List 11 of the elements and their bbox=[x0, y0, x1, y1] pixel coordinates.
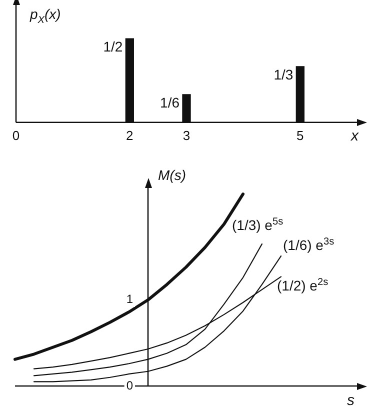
x-tick-label: 5 bbox=[296, 128, 304, 143]
x-tick-label: 2 bbox=[126, 128, 134, 143]
y-tick-label: 1 bbox=[126, 292, 134, 306]
x-tick-label: 3 bbox=[182, 128, 190, 143]
x-axis-title: x bbox=[350, 127, 359, 144]
y-axis-title: M(s) bbox=[158, 167, 186, 183]
x-tick-label: 0 bbox=[12, 128, 20, 143]
data-label: 1/3 bbox=[274, 66, 294, 82]
data-label: 1/6 bbox=[160, 94, 180, 110]
x-axis-title: s bbox=[347, 392, 355, 406]
data-label: 1/2 bbox=[103, 38, 123, 54]
